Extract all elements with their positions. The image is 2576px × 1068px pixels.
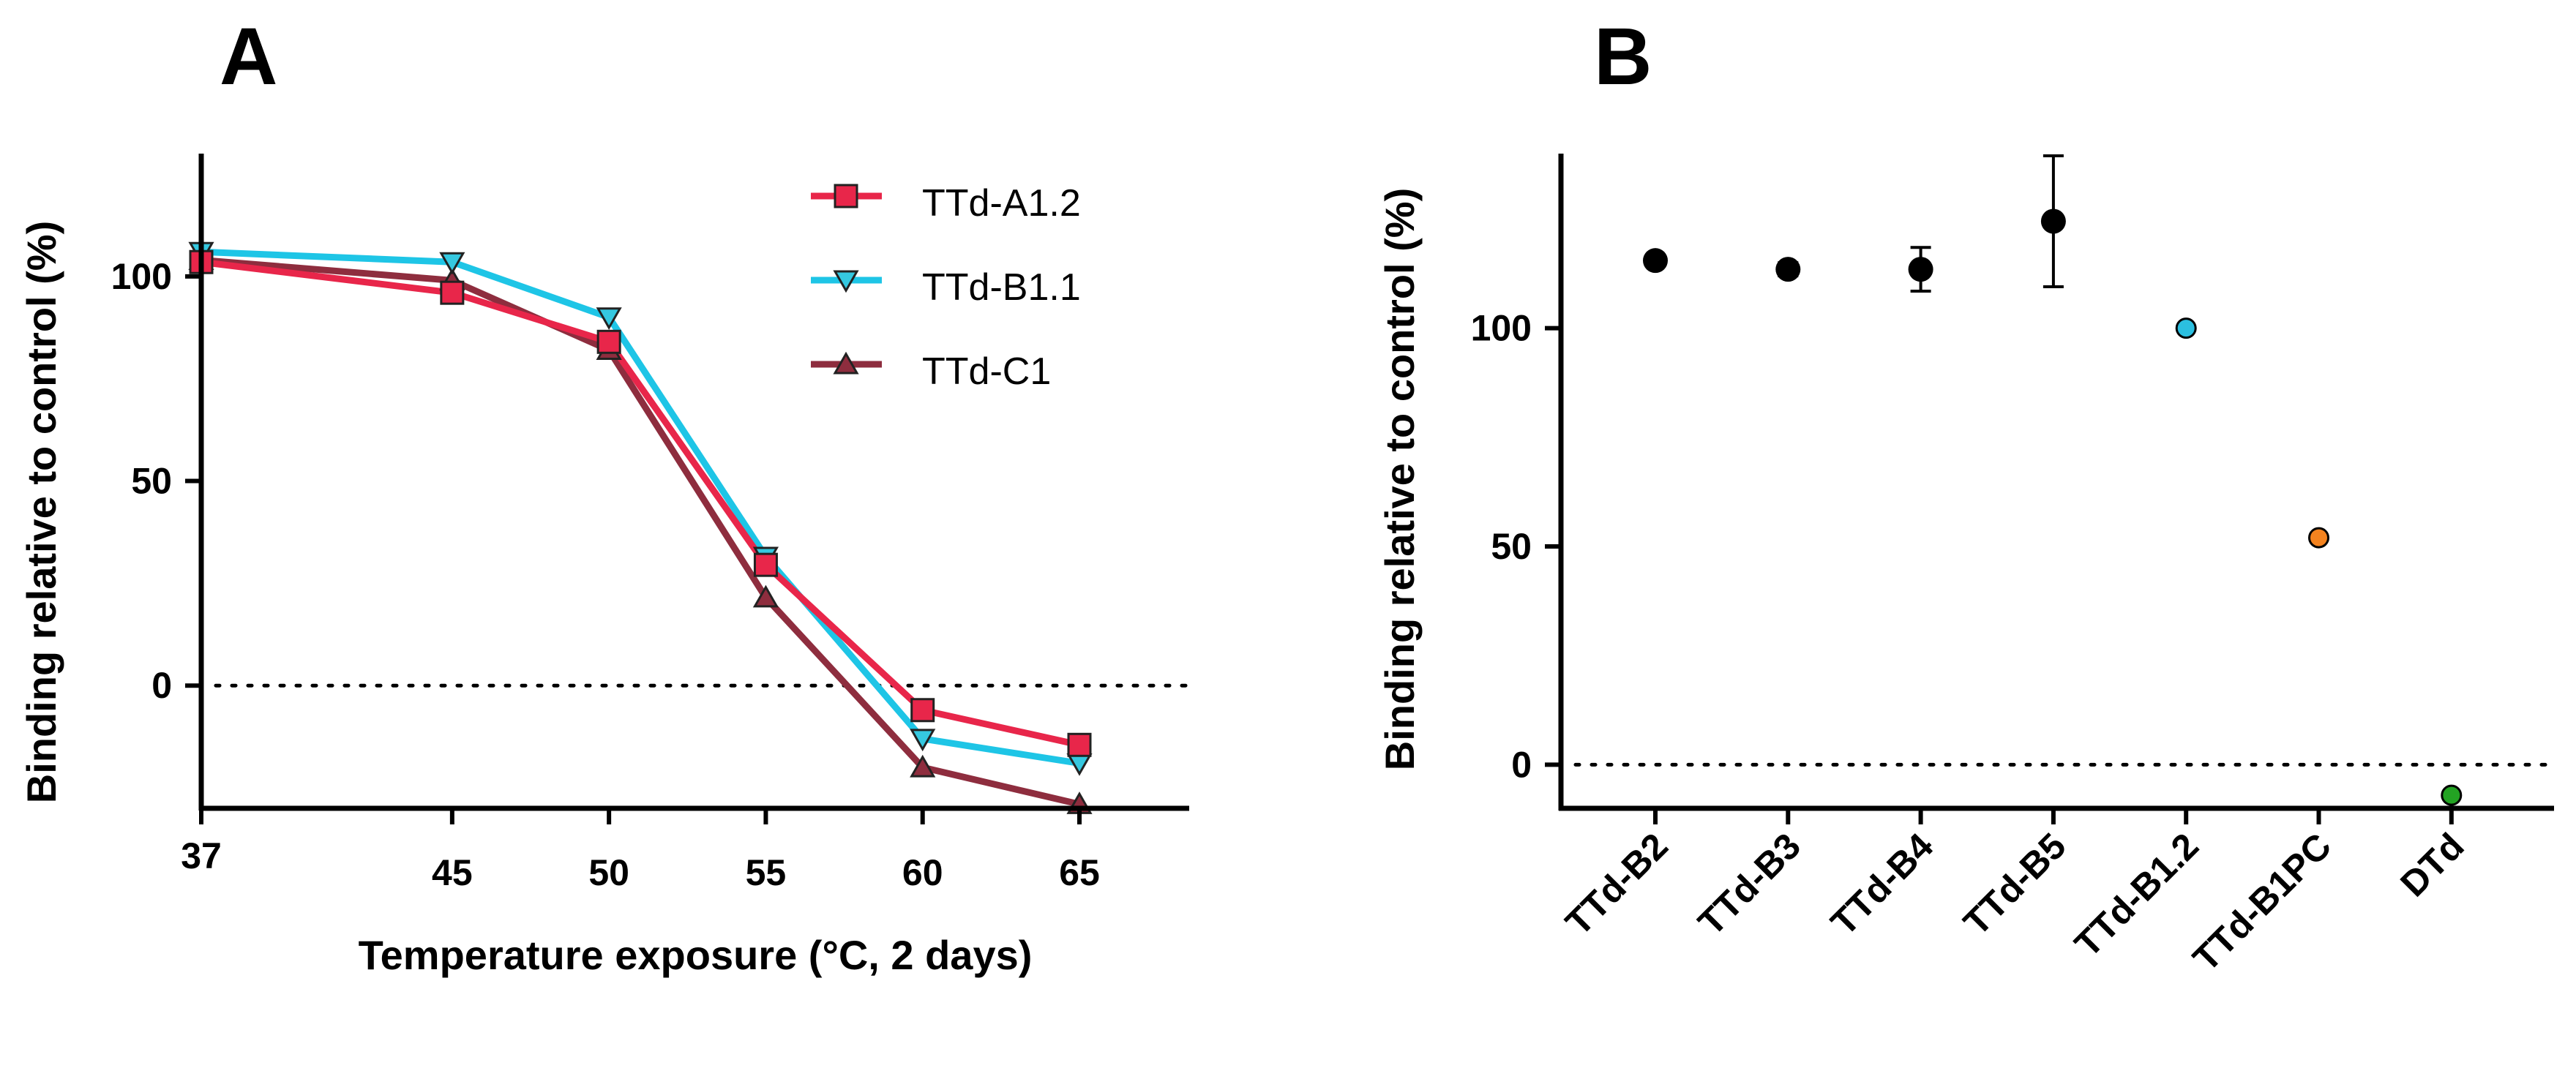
data-point-ttd-a1-2 (596, 329, 621, 354)
x-ticks-a: 37 45 50 55 60 65 (181, 808, 1100, 893)
legend: TTd-A1.2 TTd-B1.1 TTd-C1 (811, 182, 1081, 393)
y-tick-label: 0 (1511, 744, 1532, 785)
data-point-ttd-b5 (2040, 208, 2066, 234)
x-tick-label-ttd-b3: TTd-B3 (1690, 825, 1808, 943)
x-tick-label: 50 (588, 852, 629, 893)
y-tick-label: 50 (131, 461, 172, 502)
legend-marker-ttd-a1-2 (834, 184, 858, 208)
x-tick-label-dtd: DTd (2392, 825, 2471, 904)
x-tick-label: 45 (432, 852, 473, 893)
series-markers-a (188, 241, 1093, 814)
chart-panel-a: A Binding relative to control (%) Temper… (18, 12, 1191, 978)
data-point-ttd-b3 (1775, 257, 1801, 282)
legend-item-ttd-b1-1: TTd-B1.1 (811, 266, 1081, 309)
series-line-ttd-b1-1 (201, 248, 1080, 767)
data-point-ttd-b1-2 (2175, 317, 2197, 339)
legend-marker-ttd-b1-1 (833, 270, 859, 293)
data-point-ttd-b1pc (2308, 527, 2329, 549)
data-point-ttd-a1-2 (440, 280, 465, 305)
data-point-ttd-b1-1 (596, 307, 622, 331)
legend-marker-shape (833, 270, 859, 293)
panel-letter-b: B (1594, 12, 1652, 102)
legend-marker-shape (834, 184, 858, 208)
legend-item-ttd-c1: TTd-C1 (811, 350, 1051, 393)
y-ticks-a: 0 50 100 (111, 256, 201, 706)
data-point-ttd-b1-1 (910, 729, 936, 752)
x-tick-label: 37 (181, 835, 222, 876)
data-point-ttd-c1 (752, 584, 779, 608)
x-tick-label-ttd-b4: TTd-B4 (1823, 825, 1941, 943)
series-lines-a (201, 248, 1081, 808)
y-axis-title: Binding relative to control (%) (18, 221, 64, 803)
data-point-ttd-b4 (1908, 257, 1933, 282)
x-tick-label: 65 (1059, 852, 1100, 893)
x-tick-label-ttd-b5: TTd-B5 (1955, 825, 2073, 943)
y-tick-label: 100 (1471, 308, 1532, 349)
data-point-ttd-a1-2 (753, 552, 778, 577)
panel-letter-a: A (220, 12, 277, 102)
legend-item-ttd-a1-2: TTd-A1.2 (811, 182, 1081, 225)
x-tick-label-ttd-b1pc: TTd-B1PC (2185, 825, 2339, 979)
series-line-ttd-c1 (201, 256, 1081, 808)
x-ticks-b: TTd-B2 TTd-B3 TTd-B4 TTd-B5TTd-B1.2TTd-B1PC… (1557, 808, 2472, 979)
error-bars-b (1645, 154, 2064, 293)
data-point-ttd-a1-2 (1067, 732, 1092, 757)
chart-panel-b: B Binding relative to control (%) 0 50 100… (1377, 12, 2556, 979)
y-tick-label: 50 (1491, 526, 1532, 567)
data-point-ttd-a1-2 (910, 698, 935, 723)
y-tick-label: 100 (111, 256, 172, 297)
data-point-ttd-b1-1 (439, 252, 465, 275)
x-tick-label-ttd-b2: TTd-B2 (1557, 825, 1675, 943)
x-tick-label: 60 (902, 852, 943, 893)
data-point-ttd-c1 (910, 754, 936, 778)
x-tick-label-ttd-b1-2: TTd-B1.2 (2067, 825, 2206, 965)
legend-marker-shape (833, 351, 859, 375)
y-ticks-b: 0 50 100 (1471, 308, 1561, 785)
legend-label-ttd-c1: TTd-C1 (922, 350, 1051, 393)
data-point-ttd-b2 (1643, 248, 1668, 274)
legend-marker-ttd-c1 (833, 351, 859, 375)
x-axis-title: Temperature exposure (°C, 2 days) (359, 932, 1033, 978)
y-axis-title-b: Binding relative to control (%) (1377, 188, 1423, 770)
legend-label-ttd-b1-1: TTd-B1.1 (922, 266, 1081, 309)
y-tick-label: 0 (151, 665, 172, 706)
data-point-dtd (2441, 784, 2463, 806)
legend-label-ttd-a1-2: TTd-A1.2 (922, 182, 1081, 225)
series-line-ttd-a1-2 (201, 258, 1080, 748)
x-tick-label: 55 (746, 852, 787, 893)
data-points-b (1643, 208, 2463, 806)
